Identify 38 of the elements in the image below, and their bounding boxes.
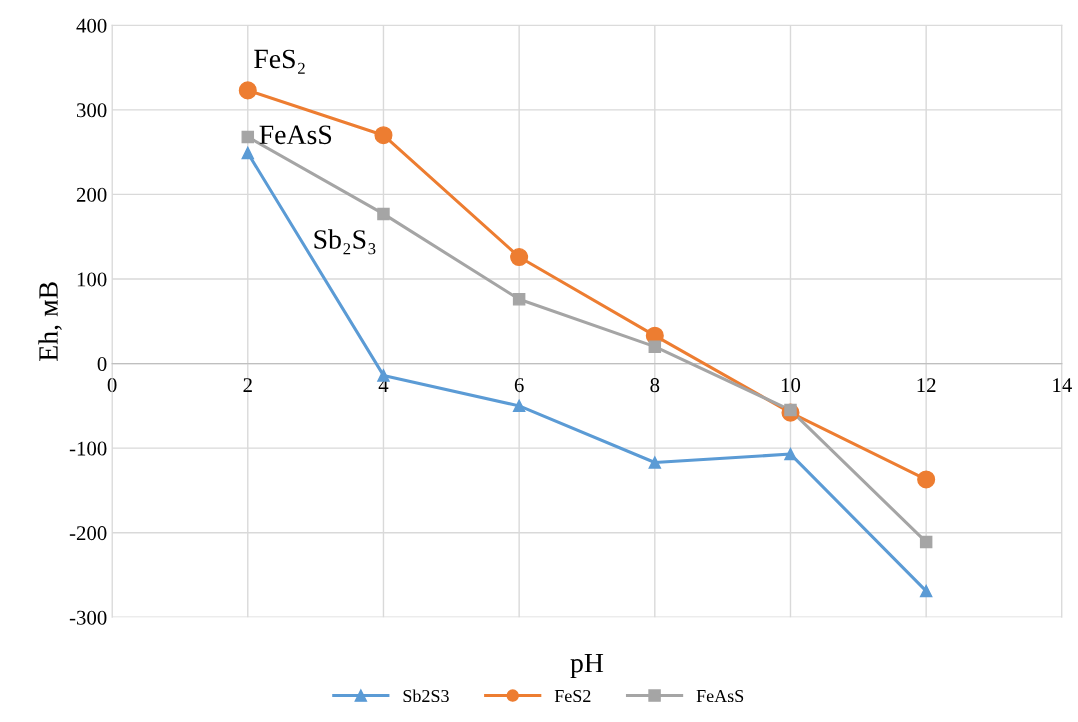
- point: [919, 535, 933, 549]
- point: [241, 146, 255, 160]
- point: [648, 456, 662, 469]
- point: [374, 126, 393, 145]
- y-tick-label: -200: [69, 526, 107, 541]
- y-tick-label: -300: [69, 610, 107, 625]
- point: [784, 447, 797, 461]
- x-axis-title: pH: [570, 653, 604, 679]
- x-tick-label: 6: [514, 378, 524, 393]
- x-tick-label: 0: [107, 378, 117, 393]
- point: [919, 584, 933, 598]
- point: [510, 247, 529, 267]
- legend-label: FeS2: [554, 689, 591, 703]
- y-tick-label: 400: [76, 18, 107, 33]
- annotation: FeAsS: [259, 125, 332, 145]
- y-tick-label: 100: [77, 272, 107, 287]
- y-tick-label: 300: [77, 103, 107, 118]
- point: [648, 340, 662, 353]
- x-tick-label: 2: [243, 378, 252, 392]
- x-tick-label: 14: [1053, 378, 1072, 392]
- y-tick-label: 0: [97, 356, 107, 372]
- y-tick-label: -100: [69, 441, 107, 456]
- annotation: FeS₂: [254, 49, 305, 74]
- legend-label: Sb2S3: [403, 689, 449, 703]
- point: [241, 130, 255, 144]
- point: [512, 293, 526, 306]
- x-tick-label: 10: [781, 378, 801, 393]
- point: [917, 470, 936, 489]
- y-axis-title: Eh, мВ: [38, 282, 62, 361]
- legend-label: FeAsS: [696, 689, 744, 703]
- x-tick-label: 12: [917, 378, 936, 392]
- point: [377, 207, 390, 221]
- x-tick-label: 8: [650, 378, 660, 393]
- point: [238, 81, 257, 100]
- point: [377, 369, 390, 382]
- y-tick-label: 200: [76, 187, 107, 202]
- point: [512, 399, 526, 413]
- annotation: Sb₂S₃: [314, 229, 376, 255]
